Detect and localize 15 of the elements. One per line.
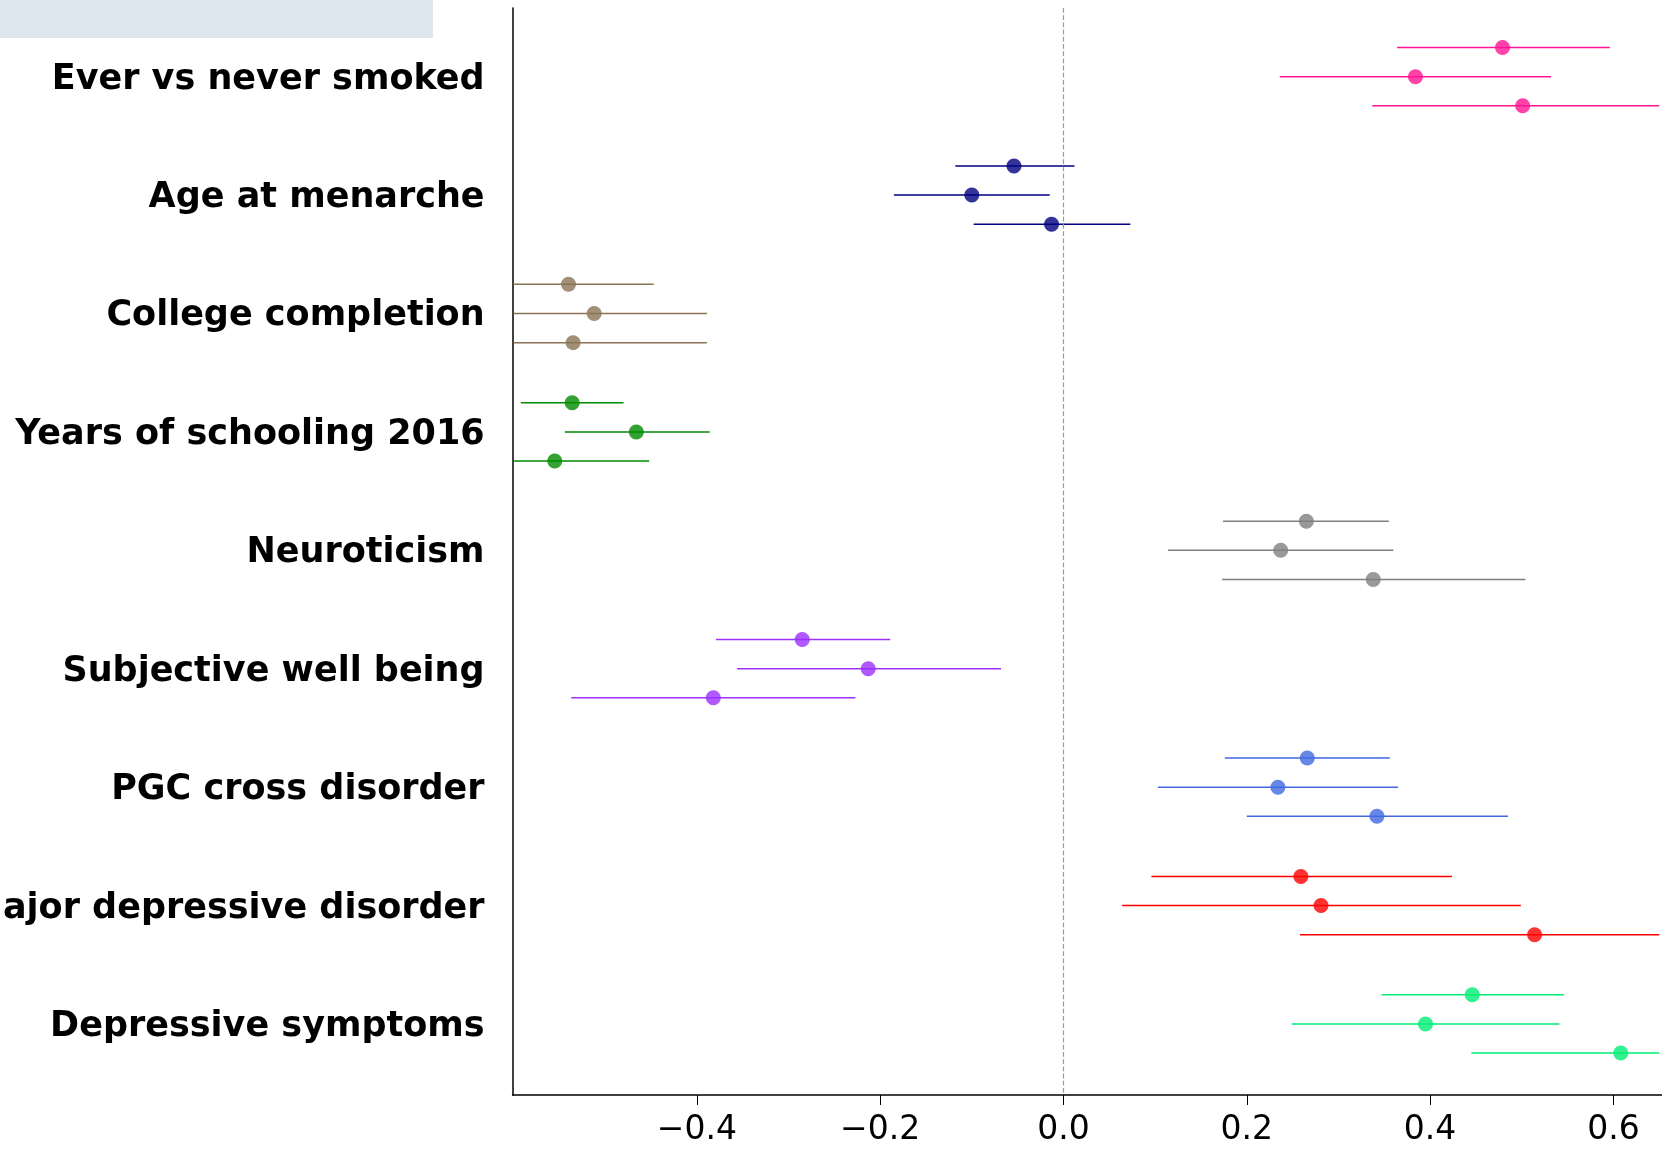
- x-tick-label: 0.4: [1403, 1108, 1457, 1147]
- y-tick-label: College completion: [106, 293, 485, 334]
- y-tick-label: Years of schooling 2016: [14, 411, 485, 452]
- y-tick-label: Subjective well being: [62, 648, 485, 689]
- y-tick-label: Depressive symptoms: [50, 1003, 485, 1044]
- x-tick-label: −0.4: [656, 1108, 737, 1147]
- x-tick-label: 0.2: [1220, 1108, 1274, 1147]
- x-tick-label: 0.0: [1037, 1108, 1090, 1147]
- y-tick-label: Age at menarche: [148, 175, 485, 216]
- y-tick-label: Ever vs never smoked: [51, 56, 485, 97]
- y-tick-label: PGC cross disorder: [111, 767, 486, 808]
- y-tick-label: ajor depressive disorder: [3, 885, 486, 926]
- x-tick-label: 0.6: [1587, 1108, 1640, 1147]
- x-tick-label: −0.2: [840, 1108, 921, 1147]
- y-tick-label: Neuroticism: [246, 530, 485, 571]
